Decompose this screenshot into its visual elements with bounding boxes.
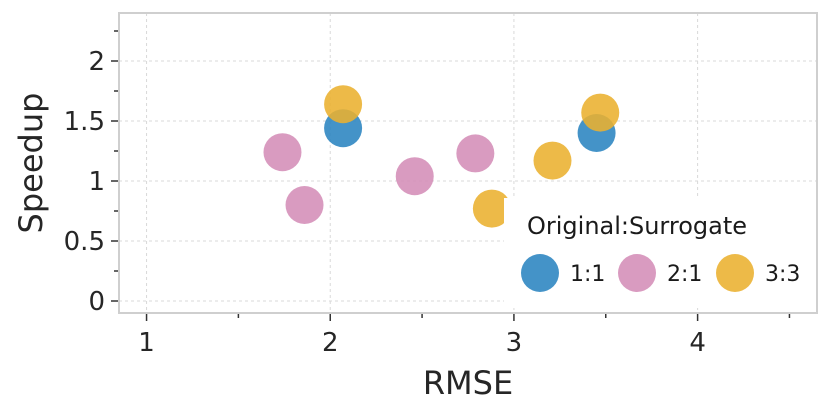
data-point	[395, 157, 434, 196]
series-2-1	[263, 133, 495, 224]
y-axis-label: Speedup	[12, 93, 50, 234]
grid-lines	[119, 13, 817, 313]
legend-label: 2:1	[667, 262, 702, 287]
series-3-3	[324, 85, 620, 228]
legend-title: Original:Surrogate	[527, 212, 747, 240]
x-tick-label: 1	[138, 328, 155, 358]
legend-background	[504, 198, 816, 308]
data-point	[263, 133, 302, 172]
legend: Original:Surrogate 1:1 2:1 3:3	[504, 198, 816, 308]
legend-label: 1:1	[570, 262, 605, 287]
y-tick-label: 1.5	[64, 107, 105, 137]
legend-marker	[521, 254, 559, 292]
plot-frame	[118, 12, 818, 314]
x-tick-label: 2	[322, 328, 339, 358]
y-tick-label: 0	[88, 287, 105, 317]
legend-marker	[716, 254, 754, 292]
legend-entries: 1:1 2:1 3:3	[521, 254, 800, 292]
data-point	[533, 141, 572, 180]
x-tick-label: 3	[506, 328, 523, 358]
data-point	[285, 186, 324, 224]
data-point	[456, 134, 495, 173]
y-tick-label: 2	[88, 47, 105, 77]
x-tick-label: 4	[689, 328, 706, 358]
data-point	[472, 189, 511, 228]
x-axis-label: RMSE	[423, 364, 513, 402]
data-point	[324, 85, 363, 124]
tick-labels: 0 0.5 1 1.5 2 1 2 3 4	[64, 47, 706, 358]
legend-marker	[618, 254, 656, 292]
y-tick-label: 0.5	[64, 227, 105, 257]
y-tick-label: 1	[88, 167, 105, 197]
legend-label: 3:3	[765, 262, 800, 287]
data-points	[263, 85, 620, 228]
data-point	[581, 93, 620, 132]
